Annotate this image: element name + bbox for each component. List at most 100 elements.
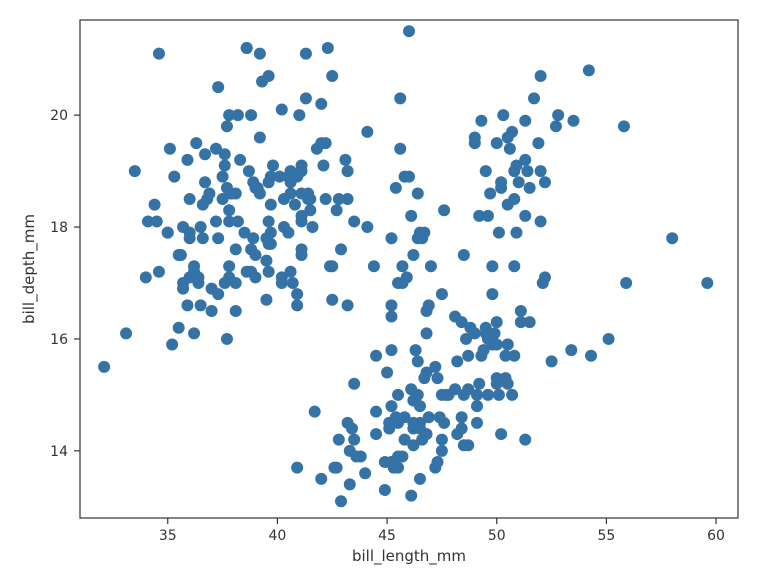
data-point bbox=[173, 322, 185, 334]
data-point bbox=[287, 277, 299, 289]
data-point bbox=[458, 249, 470, 261]
data-point bbox=[385, 232, 397, 244]
data-point bbox=[355, 450, 367, 462]
data-point bbox=[223, 215, 235, 227]
data-point bbox=[412, 232, 424, 244]
data-point bbox=[184, 232, 196, 244]
data-point bbox=[471, 400, 483, 412]
data-point bbox=[385, 344, 397, 356]
data-point bbox=[521, 165, 533, 177]
data-point bbox=[412, 389, 424, 401]
data-point bbox=[296, 215, 308, 227]
data-point bbox=[535, 165, 547, 177]
data-point bbox=[506, 126, 518, 138]
data-point bbox=[98, 361, 110, 373]
data-point bbox=[486, 288, 498, 300]
data-point bbox=[403, 171, 415, 183]
data-point bbox=[370, 350, 382, 362]
data-point bbox=[291, 462, 303, 474]
data-point bbox=[381, 367, 393, 379]
data-point bbox=[263, 215, 275, 227]
data-point bbox=[528, 92, 540, 104]
data-point bbox=[217, 171, 229, 183]
data-point bbox=[129, 165, 141, 177]
data-point bbox=[291, 299, 303, 311]
data-point bbox=[320, 193, 332, 205]
data-point bbox=[315, 98, 327, 110]
y-tick-label: 18 bbox=[50, 220, 68, 236]
data-point bbox=[346, 422, 358, 434]
data-point bbox=[385, 311, 397, 323]
data-point bbox=[188, 327, 200, 339]
data-point bbox=[403, 25, 415, 37]
data-point bbox=[359, 467, 371, 479]
data-point bbox=[361, 126, 373, 138]
data-point bbox=[407, 439, 419, 451]
data-point bbox=[429, 462, 441, 474]
data-point bbox=[348, 215, 360, 227]
data-point bbox=[181, 154, 193, 166]
data-point bbox=[278, 193, 290, 205]
data-point bbox=[210, 215, 222, 227]
data-point bbox=[585, 350, 597, 362]
data-point bbox=[620, 277, 632, 289]
data-point bbox=[320, 137, 332, 149]
data-point bbox=[423, 411, 435, 423]
data-point bbox=[212, 232, 224, 244]
data-point bbox=[184, 271, 196, 283]
data-point bbox=[223, 260, 235, 272]
data-point bbox=[245, 243, 257, 255]
data-point bbox=[315, 473, 327, 485]
data-point bbox=[421, 327, 433, 339]
data-point bbox=[322, 42, 334, 54]
data-point bbox=[230, 243, 242, 255]
data-point bbox=[267, 159, 279, 171]
data-point bbox=[317, 159, 329, 171]
data-point bbox=[162, 227, 174, 239]
data-point bbox=[153, 266, 165, 278]
data-point bbox=[394, 92, 406, 104]
data-point bbox=[342, 165, 354, 177]
data-point bbox=[524, 182, 536, 194]
data-point bbox=[335, 495, 347, 507]
data-point bbox=[184, 193, 196, 205]
data-point bbox=[396, 260, 408, 272]
data-point bbox=[451, 355, 463, 367]
data-point bbox=[482, 389, 494, 401]
scatter-chart: 35404550556014161820bill_length_mmbill_d… bbox=[0, 0, 758, 573]
data-point bbox=[335, 243, 347, 255]
data-point bbox=[304, 193, 316, 205]
data-point bbox=[285, 266, 297, 278]
data-point bbox=[519, 115, 531, 127]
x-tick-label: 45 bbox=[378, 528, 396, 544]
data-point bbox=[480, 165, 492, 177]
data-point bbox=[304, 204, 316, 216]
data-point bbox=[421, 305, 433, 317]
data-point bbox=[241, 42, 253, 54]
data-point bbox=[471, 389, 483, 401]
data-point bbox=[379, 484, 391, 496]
data-point bbox=[535, 215, 547, 227]
data-point bbox=[326, 260, 338, 272]
data-point bbox=[168, 171, 180, 183]
y-tick-label: 14 bbox=[50, 444, 68, 460]
data-point bbox=[197, 199, 209, 211]
data-point bbox=[508, 193, 520, 205]
data-point bbox=[491, 316, 503, 328]
data-point bbox=[190, 137, 202, 149]
data-point bbox=[164, 143, 176, 155]
data-point bbox=[666, 232, 678, 244]
data-point bbox=[506, 389, 518, 401]
data-point bbox=[232, 109, 244, 121]
data-point bbox=[385, 400, 397, 412]
data-point bbox=[410, 344, 422, 356]
data-point bbox=[432, 372, 444, 384]
data-point bbox=[293, 109, 305, 121]
data-point bbox=[412, 355, 424, 367]
data-point bbox=[221, 120, 233, 132]
data-point bbox=[230, 277, 242, 289]
data-point bbox=[239, 227, 251, 239]
data-point bbox=[552, 109, 564, 121]
data-point bbox=[436, 389, 448, 401]
data-point bbox=[495, 428, 507, 440]
